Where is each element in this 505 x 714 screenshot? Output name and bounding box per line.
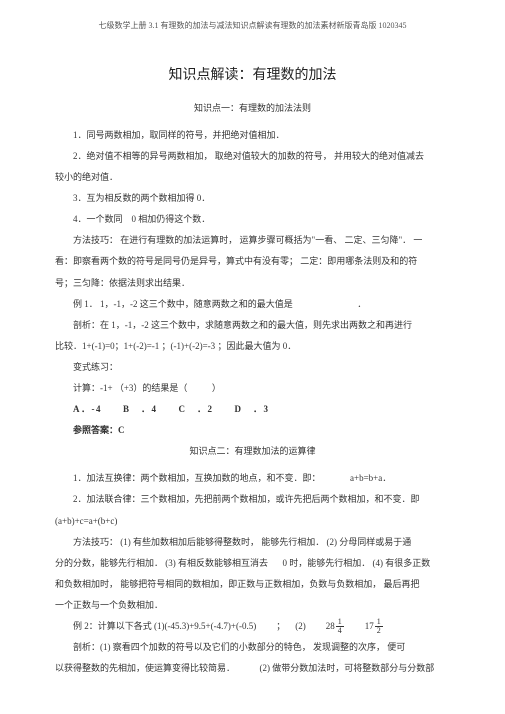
text: (2) 分母同样或易于通: [327, 537, 412, 547]
subtitle-2: 知识点二：有理数加法的运算律: [55, 443, 450, 460]
paragraph: 看：即察看两个数的符号是同号仍是异号，算式中有没有零； 二定：即用哪条法则及和的…: [55, 253, 450, 270]
text: 便可: [387, 642, 405, 652]
text: 和负数相加时，: [55, 579, 118, 589]
paragraph: 方法技巧： (1) 有些加数相加后能够得整数时， 能够先行相加． (2) 分母同…: [55, 534, 450, 551]
text: 1，-1，-2 这三个数中，随意两数之和的最大值是: [100, 299, 293, 309]
text: 例 2：计算以下各式 (1)(-45.3)+9.5+(-4.7)+(-0.5): [73, 618, 256, 635]
text: 一: [413, 235, 422, 245]
paragraph: 以获得整数的先相加，使运算变得比较简易． (2) 做带分数加法时，可将整数部分与…: [55, 660, 450, 677]
text: 看：即察看两个数的符号是同号仍是异号，算式中有没有零；: [55, 256, 298, 266]
text: ；(-1)+(-2)=-3: [162, 341, 216, 351]
text: 方法技巧：: [73, 235, 118, 245]
paragraph: 4．一个数同 0 相加仍得这个数．: [55, 211, 450, 228]
paragraph: 1．同号两数相加，取同样的符号，并把绝对值相加．: [55, 127, 450, 144]
paragraph: 方法技巧： 在进行有理数的加法运算时， 运算步骤可概括为"一看、 二定、三匀降"…: [55, 232, 450, 249]
text: （+3）的结果是（: [115, 383, 188, 393]
text: 分的分数，能够先行相加．: [55, 558, 163, 568]
denominator: 2: [375, 627, 383, 635]
text: 在进行有理数的加法运算时，: [120, 235, 237, 245]
text: (2) 做带分数加法时，可将整数部分与分数部: [260, 663, 435, 673]
paragraph: 例 1． 1，-1，-2 这三个数中，随意两数之和的最大值是 ．: [55, 296, 450, 313]
text: 0 时，能够先行相加．: [283, 558, 371, 568]
text: (1) 有些加数相加后能够得整数时，: [120, 537, 259, 547]
text: 0．: [283, 341, 297, 351]
number: 17: [365, 618, 374, 635]
denominator: 4: [336, 627, 344, 635]
paragraph: 3．互为相反数的两个数相加得 0．: [55, 190, 450, 207]
text: 剖析：(1) 察看四个加数的符号以及它们的小数部分的特色，: [73, 642, 311, 652]
fraction: 1 2: [375, 618, 383, 635]
paragraph: 比较．1+(-1)=0；1+(-2)=-1 ；(-1)+(-2)=-3 ；因此最…: [55, 338, 450, 355]
paragraph: (a+b)+c=a+(b+c): [55, 513, 450, 530]
document-page: 七级数学上册 3.1 有理数的加法与减法知识点解读有理数的加法素材新版青岛版 1…: [0, 0, 505, 714]
text: 能够把符号相同的数相加，即正数与正数相加，负数与负数相加，: [120, 579, 381, 589]
paragraph: 1．加法互换律：两个数相加，互换加数的地点，和不变．即： a+b=b+a．: [55, 470, 450, 487]
text: 发现调整的次序，: [313, 642, 385, 652]
text: (4) 有很多正数: [373, 558, 431, 568]
text: ．: [357, 299, 366, 309]
text: ；因此最大值为: [217, 341, 280, 351]
paragraph: 剖析：(1) 察看四个加数的符号以及它们的小数部分的特色， 发现调整的次序， 便…: [55, 639, 450, 656]
text: ）: [212, 383, 221, 393]
main-title: 知识点解读：有理数的加法: [55, 63, 450, 90]
paragraph: 分的分数，能够先行相加． (3) 有相反数能够相互消去 0 时，能够先行相加． …: [55, 555, 450, 572]
subtitle-1: 知识点一：有理数的加法法则: [55, 100, 450, 117]
paragraph: 号；三匀降：依据法则求出结果．: [55, 275, 450, 292]
text: 并用较大的绝对值减去: [334, 151, 424, 161]
text: (3) 有相反数能够相互消去: [165, 558, 268, 568]
text: a+b=b+a．: [350, 473, 391, 483]
paragraph: 2．加法联合律：三个数相加，先把前两个数相加，或许先把后两个数相加，和不变．即: [55, 491, 450, 508]
text: 能够先行相加．: [261, 537, 324, 547]
paragraph: 和负数相加时， 能够把符号相同的数相加，即正数与正数相加，负数与负数相加， 最后…: [55, 576, 450, 593]
paragraph: 剖析：在 1，-1，-2 这三个数中，求随意两数之和的最大值，则先求出两数之和再…: [55, 317, 450, 334]
reference-answer: 参照答案：C: [55, 422, 450, 439]
text: 例 1．: [73, 299, 98, 309]
text: 以获得整数的先相加，使运算变得比较简易．: [55, 663, 235, 673]
page-header: 七级数学上册 3.1 有理数的加法与减法知识点解读有理数的加法素材新版青岛版 1…: [55, 18, 450, 33]
text: 3．互为相反数的两个数相加得: [73, 193, 195, 203]
paragraph: 变式练习：: [55, 359, 450, 376]
text: 0．: [197, 193, 211, 203]
answer-options: A．-4 B ．4 C ．2 D ．3: [55, 401, 450, 418]
paragraph: 一个正数与一个负数相加．: [55, 597, 450, 614]
fraction: 1 4: [336, 618, 344, 635]
text: 取绝对值较大的加数的符号，: [215, 151, 332, 161]
paragraph: 2．绝对值不相等的异号两数相加， 取绝对值较大的加数的符号， 并用较大的绝对值减…: [55, 148, 450, 165]
text: 二定：即用哪条法则及和的符: [300, 256, 417, 266]
text: 二定、三匀降"．: [344, 235, 411, 245]
text: 最后再把: [384, 579, 420, 589]
text: ；: [276, 618, 285, 635]
text: 1．加法互换律：两个数相加，互换加数的地点，和不变．即：: [73, 473, 321, 483]
example-2: 例 2：计算以下各式 (1)(-45.3)+9.5+(-4.7)+(-0.5) …: [55, 618, 450, 635]
text: 比较．1+(-1)=0；1+(-2)=-1: [55, 341, 159, 351]
paragraph: 较小的绝对值．: [55, 169, 450, 186]
text: 计算：-1+: [73, 383, 113, 393]
text: 运算步骤可概括为"一看、: [240, 235, 343, 245]
text: 方法技巧：: [73, 537, 118, 547]
text: (2): [295, 618, 306, 635]
text: 2．绝对值不相等的异号两数相加，: [73, 151, 213, 161]
number: 28: [326, 618, 335, 635]
paragraph: 计算：-1+ （+3）的结果是（ ）: [55, 380, 450, 397]
